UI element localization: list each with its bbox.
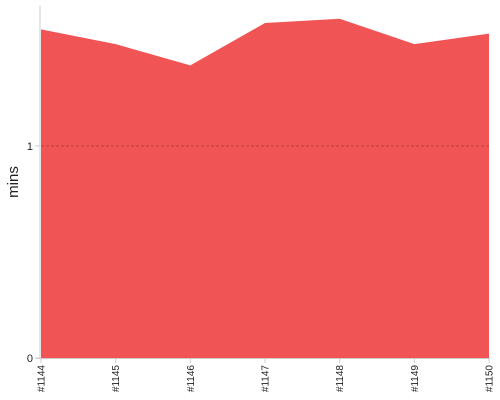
x-tick-label: #1145 — [111, 365, 122, 393]
y-axis-ticks: 01 — [27, 141, 40, 365]
x-tick-label: #1149 — [410, 365, 421, 393]
area-series-fill — [41, 18, 489, 358]
y-axis-title: mins — [5, 166, 22, 198]
x-tick-label: #1144 — [37, 365, 48, 393]
x-tick-label: #1146 — [186, 365, 197, 393]
x-axis-ticks: #1144 #1145 #1146 #1147 #1148 #1149 #1150 — [37, 358, 496, 392]
x-tick-label: #1148 — [335, 365, 346, 393]
y-tick-label: 1 — [27, 141, 33, 153]
x-tick-label: #1147 — [261, 365, 272, 393]
y-tick-label: 0 — [27, 353, 33, 365]
x-tick-label: #1150 — [485, 365, 496, 393]
plot-area — [41, 18, 489, 358]
